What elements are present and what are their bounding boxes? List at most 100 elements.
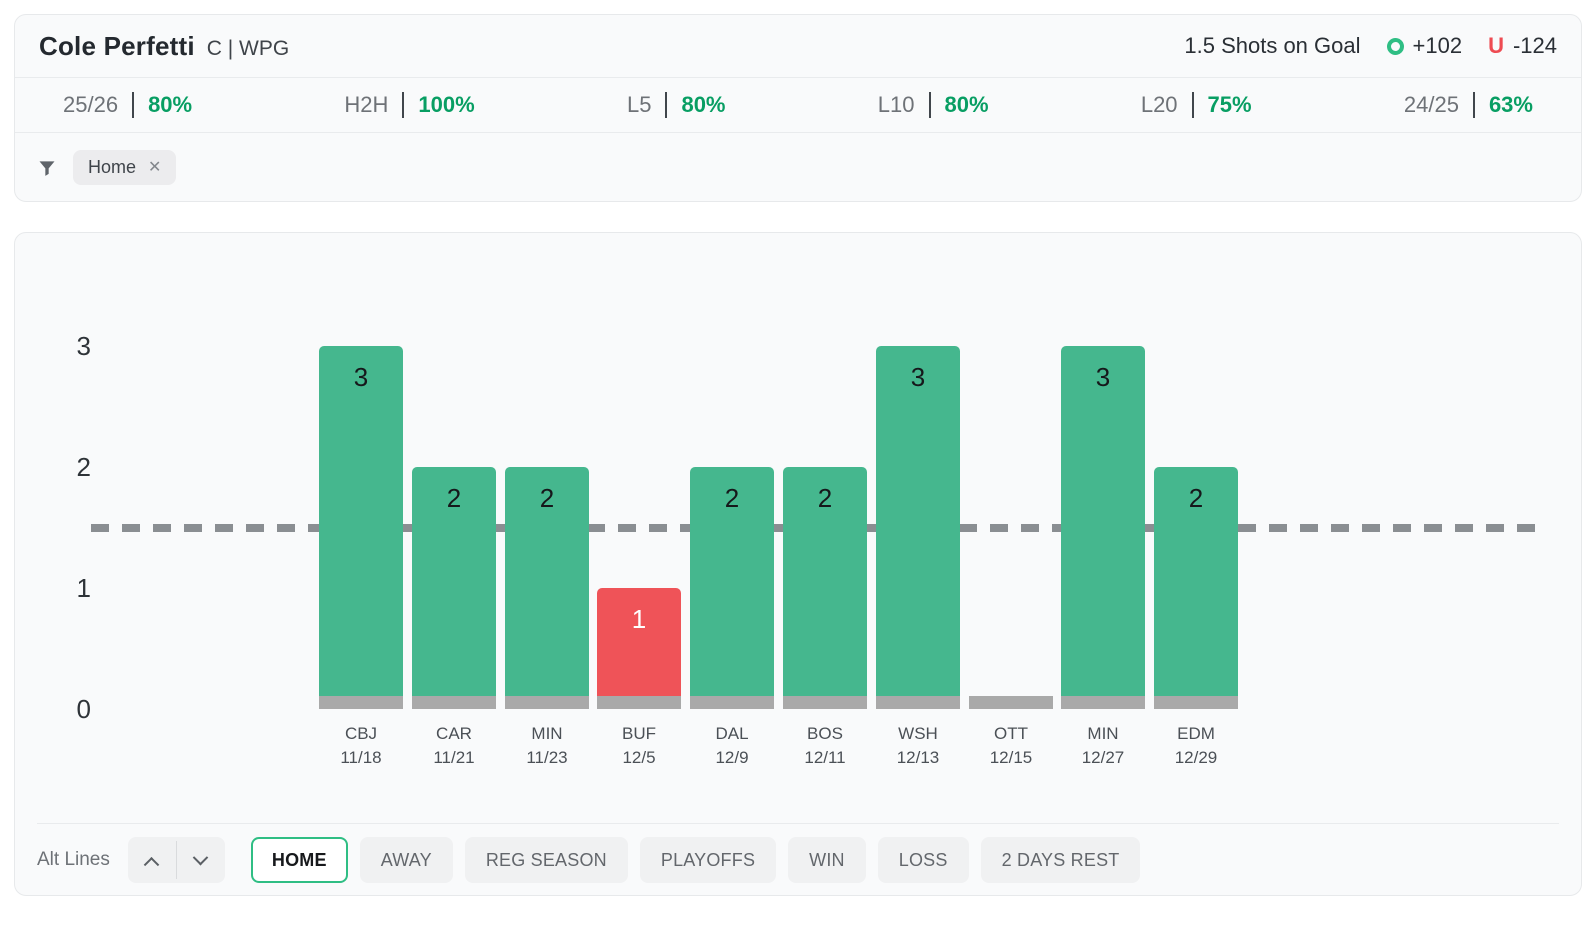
bar-value-label: 2 <box>1188 483 1204 513</box>
filter-button-win[interactable]: WIN <box>788 837 866 883</box>
stat-label: 24/25 <box>1403 92 1459 117</box>
bar-cbj-11-18[interactable]: 3 <box>319 346 403 709</box>
hit-rate-stats-row: 25/26 80% H2H 100% L5 80% L10 80% L20 75% 24/25 63% <box>15 78 1581 133</box>
under-icon: U <box>1488 33 1504 58</box>
filter-button-group: HOME AWAY REG SEASON PLAYOFFS WIN LOSS 2 DAYS … <box>250 837 1141 883</box>
opponent-label: WSH <box>898 724 938 743</box>
bar-baseline-strip <box>319 696 403 709</box>
bar-min-11-23[interactable]: 2 <box>505 467 589 709</box>
over-ring-icon <box>1386 37 1404 55</box>
y-axis-tick: 0 <box>76 694 91 724</box>
filter-button-away[interactable]: AWAY <box>359 837 453 883</box>
filter-button-loss[interactable]: LOSS <box>877 837 969 883</box>
bar-value-label: 3 <box>1095 362 1111 392</box>
opponent-label: DAL <box>715 724 749 743</box>
stat-divider <box>665 92 668 118</box>
filter-button-reg-season[interactable]: REG SEASON <box>464 837 628 883</box>
player-header-card: Cole Perfetti C | WPG 1.5 Shots on Goal … <box>14 14 1582 202</box>
bar-baseline-strip <box>505 696 589 709</box>
stat-value: 75% <box>1207 92 1252 117</box>
stat-value: 80% <box>944 92 989 117</box>
y-axis-tick: 1 <box>76 573 91 603</box>
over-odds-value: +102 <box>1412 33 1463 58</box>
x-axis-label: MIN 12/27 <box>1043 722 1163 770</box>
stat-divider <box>928 92 931 118</box>
game-date-label: 12/11 <box>804 748 846 767</box>
filter-button-home[interactable]: HOME <box>250 837 348 883</box>
bar-value-label: 2 <box>446 483 462 513</box>
bar-value-label: 2 <box>817 483 833 513</box>
close-icon[interactable]: ✕ <box>148 158 162 176</box>
chart-controls: Alt Lines HOME AWAY REG SEASON PLAYOFFS WIN L… <box>15 824 1581 895</box>
game-date-label: 11/18 <box>340 748 382 767</box>
y-axis-tick: 2 <box>76 452 91 482</box>
filter-row: Home ✕ <box>15 133 1581 201</box>
x-axis-label: EDM 12/29 <box>1136 722 1256 770</box>
stat-label: L5 <box>626 92 652 117</box>
funnel-icon <box>37 158 57 178</box>
stat-label: L10 <box>877 92 915 117</box>
player-identity: Cole Perfetti C | WPG <box>39 31 289 62</box>
bar-wsh-12-13[interactable]: 3 <box>876 346 960 709</box>
bar-value-label: 2 <box>724 483 740 513</box>
under-odds-value: -124 <box>1512 33 1557 58</box>
opponent-label: MIN <box>531 724 563 743</box>
game-date-label: 11/21 <box>433 748 475 767</box>
x-axis-label: CAR 11/21 <box>394 722 514 770</box>
bar-edm-12-29[interactable]: 2 <box>1154 467 1238 709</box>
prop-label: 1.5 Shots on Goal <box>1184 33 1361 58</box>
filter-button-playoffs[interactable]: PLAYOFFS <box>639 837 777 883</box>
opponent-label: BUF <box>622 724 656 743</box>
bar-bos-12-11[interactable]: 2 <box>783 467 867 709</box>
x-axis-label: BOS 12/11 <box>765 722 885 770</box>
filter-chip-home[interactable]: Home ✕ <box>73 150 177 185</box>
bar-baseline-strip <box>412 696 496 709</box>
x-axis-label: WSH 12/13 <box>858 722 978 770</box>
game-date-label: 12/13 <box>896 748 940 767</box>
over-odds-button[interactable]: +102 <box>1386 33 1463 59</box>
stat-divider <box>402 92 405 118</box>
prop-odds-group: 1.5 Shots on Goal +102 U -124 <box>1184 33 1557 59</box>
active-filter-chips: Home ✕ <box>73 150 177 185</box>
stat-divider <box>1191 92 1194 118</box>
bar-baseline-strip <box>690 696 774 709</box>
bar-baseline-strip <box>597 696 681 709</box>
bar-value-label: 3 <box>910 362 926 392</box>
stat-label: 25/26 <box>63 92 119 117</box>
bar-buf-12-5[interactable]: 1 <box>597 588 681 709</box>
game-date-label: 12/5 <box>622 748 656 767</box>
x-axis-label: DAL 12/9 <box>672 722 792 770</box>
chart-footer-divider <box>37 823 1559 824</box>
filter-button-2-days-rest[interactable]: 2 DAYS REST <box>980 837 1141 883</box>
game-date-label: 12/29 <box>1174 748 1218 767</box>
chevron-up-icon <box>144 856 160 873</box>
bar-baseline-strip <box>876 696 960 709</box>
stat-value: 63% <box>1488 92 1533 117</box>
bar-baseline-strip <box>1154 696 1238 709</box>
stat-value: 100% <box>418 92 475 117</box>
chevron-down-icon <box>193 849 209 865</box>
bar-value-label: 1 <box>631 604 647 634</box>
alt-line-up-button[interactable] <box>128 837 176 883</box>
bar-ott-12-15[interactable] <box>969 696 1053 709</box>
title-row: Cole Perfetti C | WPG 1.5 Shots on Goal … <box>15 15 1581 78</box>
bar-value-label: 2 <box>539 483 555 513</box>
bar-car-11-21[interactable]: 2 <box>412 467 496 709</box>
y-axis-tick: 3 <box>76 331 91 361</box>
stat-value: 80% <box>681 92 726 117</box>
game-date-label: 12/15 <box>989 748 1033 767</box>
player-name: Cole Perfetti <box>39 30 195 61</box>
stat-label: H2H <box>344 92 389 117</box>
bar-min-12-27[interactable]: 3 <box>1061 346 1145 709</box>
game-date-label: 12/9 <box>715 748 749 767</box>
opponent-label: MIN <box>1087 724 1119 743</box>
under-odds-button[interactable]: U -124 <box>1488 33 1557 59</box>
stat-divider <box>132 92 135 118</box>
stat-l10: L10 80% <box>878 92 989 118</box>
bar-dal-12-9[interactable]: 2 <box>690 467 774 709</box>
stat-l20: L20 75% <box>1141 92 1252 118</box>
opponent-label: CAR <box>436 724 472 743</box>
alt-line-down-button[interactable] <box>177 837 225 883</box>
x-axis-label: CBJ 11/18 <box>301 722 421 770</box>
